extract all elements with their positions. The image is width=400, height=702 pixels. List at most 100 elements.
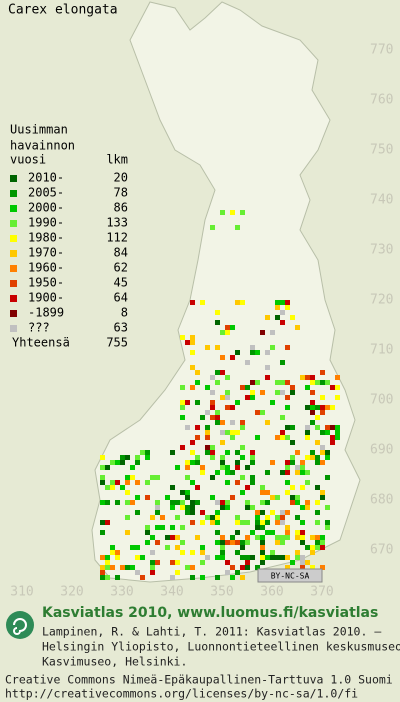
legend-swatch [10, 220, 17, 227]
observation-square [115, 555, 120, 560]
observation-square [235, 450, 240, 455]
observation-square [310, 535, 315, 540]
observation-square [245, 540, 250, 545]
observation-square [245, 500, 250, 505]
citation: Kasvimuseo, Helsinki. [42, 655, 187, 669]
observation-square [320, 445, 325, 450]
legend-label: -1899 [28, 306, 64, 320]
observation-square [295, 450, 300, 455]
observation-square [205, 345, 210, 350]
observation-square [295, 555, 300, 560]
observation-square [300, 530, 305, 535]
observation-square [290, 390, 295, 395]
observation-square [215, 380, 220, 385]
observation-square [205, 410, 210, 415]
observation-square [115, 460, 120, 465]
y-grid-label: 700 [370, 393, 393, 408]
observation-square [240, 420, 245, 425]
observation-square [105, 485, 110, 490]
observation-square [135, 510, 140, 515]
observation-square [210, 390, 215, 395]
observation-square [225, 480, 230, 485]
observation-square [285, 565, 290, 570]
observation-square [160, 525, 165, 530]
observation-square [170, 485, 175, 490]
x-grid-label: 370 [310, 585, 333, 600]
observation-square [315, 540, 320, 545]
observation-square [190, 340, 195, 345]
observation-square [185, 490, 190, 495]
observation-square [185, 460, 190, 465]
observation-square [205, 430, 210, 435]
observation-square [235, 480, 240, 485]
observation-square [165, 535, 170, 540]
observation-square [280, 470, 285, 475]
legend-count: 63 [114, 321, 128, 335]
observation-square [185, 510, 190, 515]
observation-square [315, 545, 320, 550]
observation-square [230, 405, 235, 410]
observation-square [125, 475, 130, 480]
observation-square [230, 565, 235, 570]
observation-square [215, 515, 220, 520]
observation-square [335, 425, 340, 430]
observation-square [285, 380, 290, 385]
observation-square [220, 420, 225, 425]
observation-square [100, 520, 105, 525]
observation-square [195, 500, 200, 505]
site-link[interactable]: Kasviatlas 2010, www.luomus.fi/kasviatla… [42, 605, 378, 621]
observation-square [265, 490, 270, 495]
observation-square [150, 475, 155, 480]
observation-square [255, 515, 260, 520]
observation-square [305, 470, 310, 475]
observation-square [220, 535, 225, 540]
observation-square [320, 535, 325, 540]
y-grid-label: 730 [370, 243, 393, 258]
x-grid-label: 310 [10, 585, 33, 600]
logo-disc [6, 611, 34, 639]
observation-squares [100, 210, 340, 580]
legend-total-count: 755 [106, 336, 128, 350]
observation-square [110, 550, 115, 555]
observation-square [230, 435, 235, 440]
observation-square [270, 345, 275, 350]
observation-square [330, 440, 335, 445]
legend-count: 45 [114, 276, 128, 290]
y-grid-label: 740 [370, 193, 393, 208]
observation-square [260, 525, 265, 530]
observation-square [260, 485, 265, 490]
license-text: Creative Commons Nimeä-Epäkaupallinen-Ta… [5, 673, 393, 687]
observation-square [245, 385, 250, 390]
observation-square [215, 555, 220, 560]
legend-swatch [10, 280, 17, 287]
legend-count: 112 [106, 231, 128, 245]
observation-square [335, 435, 340, 440]
observation-square [185, 565, 190, 570]
observation-square [295, 515, 300, 520]
observation-square [300, 540, 305, 545]
observation-square [135, 555, 140, 560]
observation-square [105, 465, 110, 470]
observation-square [220, 430, 225, 435]
observation-square [250, 350, 255, 355]
observation-square [300, 505, 305, 510]
y-grid-label: 760 [370, 93, 393, 108]
observation-square [320, 495, 325, 500]
observation-square [245, 360, 250, 365]
observation-square [320, 380, 325, 385]
observation-square [285, 530, 290, 535]
observation-square [100, 530, 105, 535]
observation-square [250, 460, 255, 465]
observation-square [220, 465, 225, 470]
observation-square [280, 520, 285, 525]
observation-square [105, 555, 110, 560]
observation-square [215, 575, 220, 580]
observation-square [305, 505, 310, 510]
observation-square [210, 455, 215, 460]
observation-square [310, 375, 315, 380]
observation-square [265, 470, 270, 475]
observation-square [150, 565, 155, 570]
license-url[interactable]: http://creativecommons.org/licenses/by-n… [5, 687, 358, 701]
observation-square [155, 475, 160, 480]
observation-square [210, 495, 215, 500]
